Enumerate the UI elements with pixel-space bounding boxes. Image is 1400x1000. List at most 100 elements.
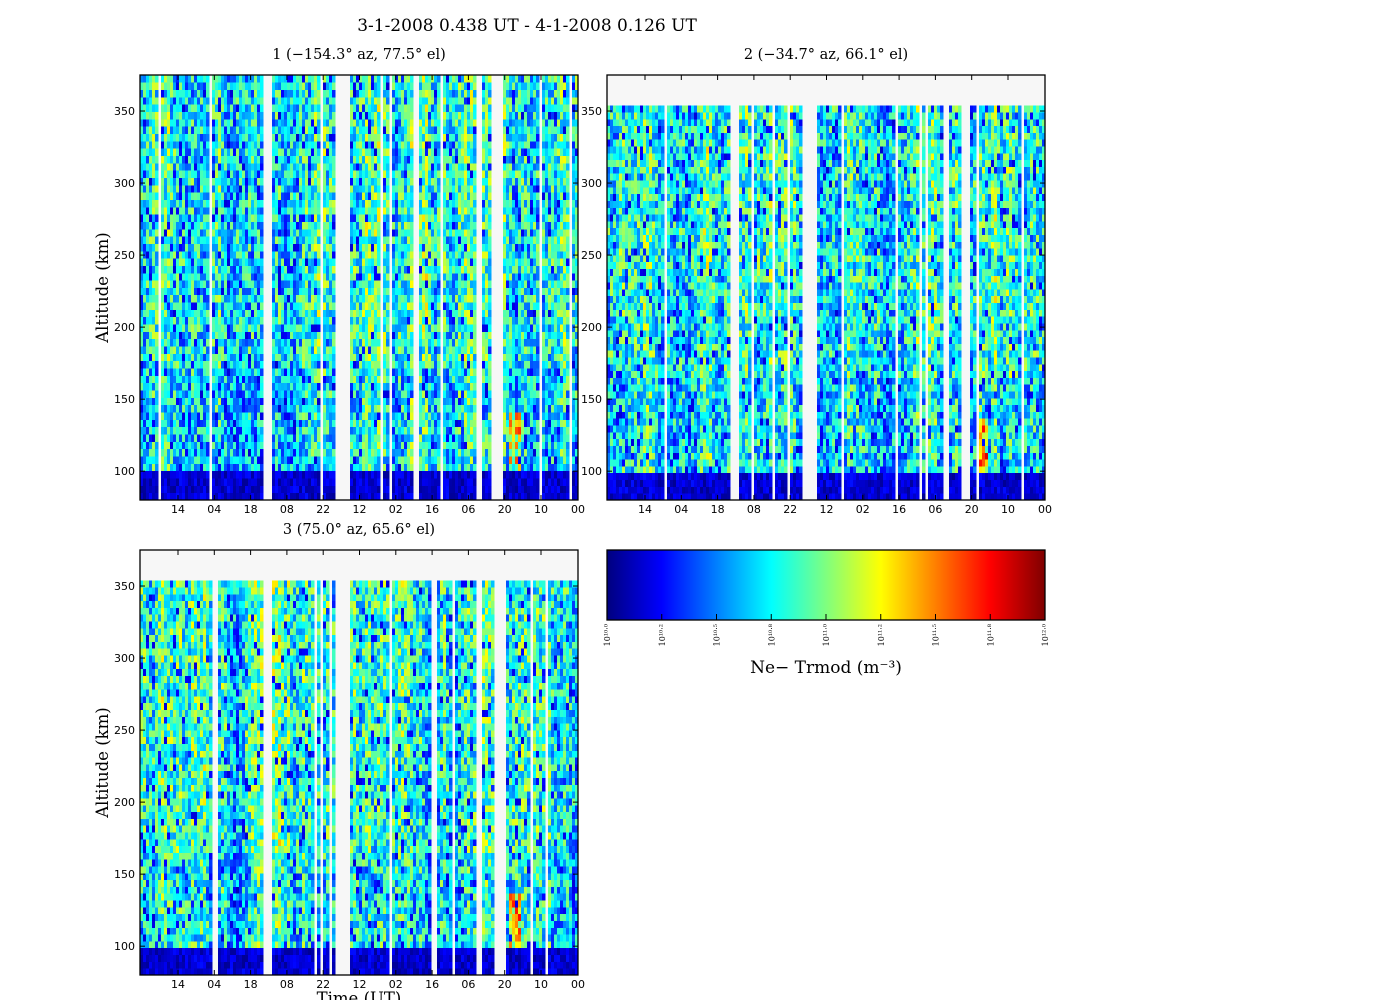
heat-cell bbox=[227, 185, 230, 193]
heat-cell bbox=[146, 295, 149, 303]
heat-cell bbox=[188, 75, 191, 83]
heat-cell bbox=[212, 456, 215, 464]
heat-cell bbox=[230, 368, 233, 376]
heat-cell bbox=[221, 251, 224, 259]
heat-cell bbox=[239, 156, 242, 164]
heat-cell bbox=[173, 280, 176, 288]
heat-cell bbox=[155, 419, 158, 427]
heat-cell bbox=[200, 449, 203, 457]
heat-cell bbox=[194, 383, 197, 391]
heat-cell bbox=[197, 214, 200, 222]
heat-cell bbox=[185, 383, 188, 391]
heat-cell bbox=[239, 317, 242, 325]
heat-cell bbox=[191, 412, 194, 420]
heat-cell bbox=[245, 471, 248, 479]
heat-cell bbox=[161, 485, 164, 493]
heat-cell bbox=[176, 478, 179, 486]
heat-cell bbox=[227, 317, 230, 325]
heat-cell bbox=[242, 478, 245, 486]
heat-cell bbox=[191, 229, 194, 237]
heat-cell bbox=[182, 134, 185, 142]
heat-cell bbox=[161, 75, 164, 83]
heat-cell bbox=[167, 449, 170, 457]
heat-cell bbox=[194, 185, 197, 193]
heat-cell bbox=[149, 346, 152, 354]
heat-cell bbox=[236, 222, 239, 230]
heat-cell bbox=[149, 141, 152, 149]
heat-cell bbox=[188, 324, 191, 332]
heat-cell bbox=[242, 90, 245, 98]
heat-cell bbox=[146, 288, 149, 296]
heat-cell bbox=[239, 222, 242, 230]
heat-cell bbox=[155, 222, 158, 230]
heat-cell bbox=[224, 273, 227, 281]
heat-cell bbox=[197, 339, 200, 347]
heat-cell bbox=[197, 192, 200, 200]
heat-cell bbox=[200, 441, 203, 449]
heat-cell bbox=[143, 273, 146, 281]
heat-cell bbox=[221, 412, 224, 420]
heat-cell bbox=[194, 178, 197, 186]
heat-cell bbox=[185, 441, 188, 449]
heat-cell bbox=[194, 229, 197, 237]
heat-cell bbox=[203, 397, 206, 405]
heat-cell bbox=[236, 309, 239, 317]
heat-cell bbox=[179, 82, 182, 90]
heat-cell bbox=[167, 236, 170, 244]
heat-cell bbox=[194, 471, 197, 479]
heat-cell bbox=[191, 266, 194, 274]
heat-cell bbox=[230, 244, 233, 252]
heat-cell bbox=[212, 295, 215, 303]
heat-cell bbox=[227, 434, 230, 442]
heat-cell bbox=[152, 324, 155, 332]
heat-cell bbox=[212, 207, 215, 215]
heat-cell bbox=[182, 126, 185, 134]
heat-cell bbox=[224, 244, 227, 252]
heat-cell bbox=[176, 361, 179, 369]
heat-cell bbox=[197, 134, 200, 142]
heat-cell bbox=[239, 441, 242, 449]
heat-cell bbox=[206, 104, 209, 112]
heat-cell bbox=[224, 493, 227, 501]
heat-cell bbox=[176, 324, 179, 332]
heat-cell bbox=[200, 412, 203, 420]
heat-cell bbox=[242, 148, 245, 156]
heat-cell bbox=[149, 112, 152, 120]
heat-cell bbox=[170, 163, 173, 171]
heat-cell bbox=[197, 126, 200, 134]
heat-cell bbox=[224, 397, 227, 405]
heat-cell bbox=[245, 427, 248, 435]
heat-cell bbox=[182, 229, 185, 237]
heat-cell bbox=[185, 302, 188, 310]
heat-cell bbox=[185, 405, 188, 413]
heat-cell bbox=[149, 126, 152, 134]
heat-cell bbox=[200, 434, 203, 442]
heat-cell bbox=[185, 324, 188, 332]
heat-cell bbox=[179, 244, 182, 252]
heat-cell bbox=[146, 207, 149, 215]
heat-cell bbox=[170, 339, 173, 347]
heat-cell bbox=[212, 427, 215, 435]
heat-cell bbox=[188, 280, 191, 288]
heat-cell bbox=[173, 427, 176, 435]
heat-cell bbox=[191, 273, 194, 281]
heat-cell bbox=[236, 346, 239, 354]
heat-cell bbox=[221, 244, 224, 252]
heat-cell bbox=[221, 82, 224, 90]
heat-cell bbox=[191, 251, 194, 259]
heat-cell bbox=[185, 331, 188, 339]
heat-cell bbox=[206, 185, 209, 193]
heat-cell bbox=[233, 119, 236, 127]
heat-cell bbox=[233, 82, 236, 90]
heat-cell bbox=[212, 390, 215, 398]
heat-cell bbox=[206, 317, 209, 325]
heat-cell bbox=[161, 405, 164, 413]
heat-cell bbox=[170, 222, 173, 230]
heat-cell bbox=[221, 273, 224, 281]
heat-cell bbox=[233, 419, 236, 427]
heat-cell bbox=[179, 236, 182, 244]
heat-cell bbox=[161, 90, 164, 98]
heat-cell bbox=[203, 441, 206, 449]
heat-cell bbox=[230, 126, 233, 134]
heat-cell bbox=[152, 104, 155, 112]
